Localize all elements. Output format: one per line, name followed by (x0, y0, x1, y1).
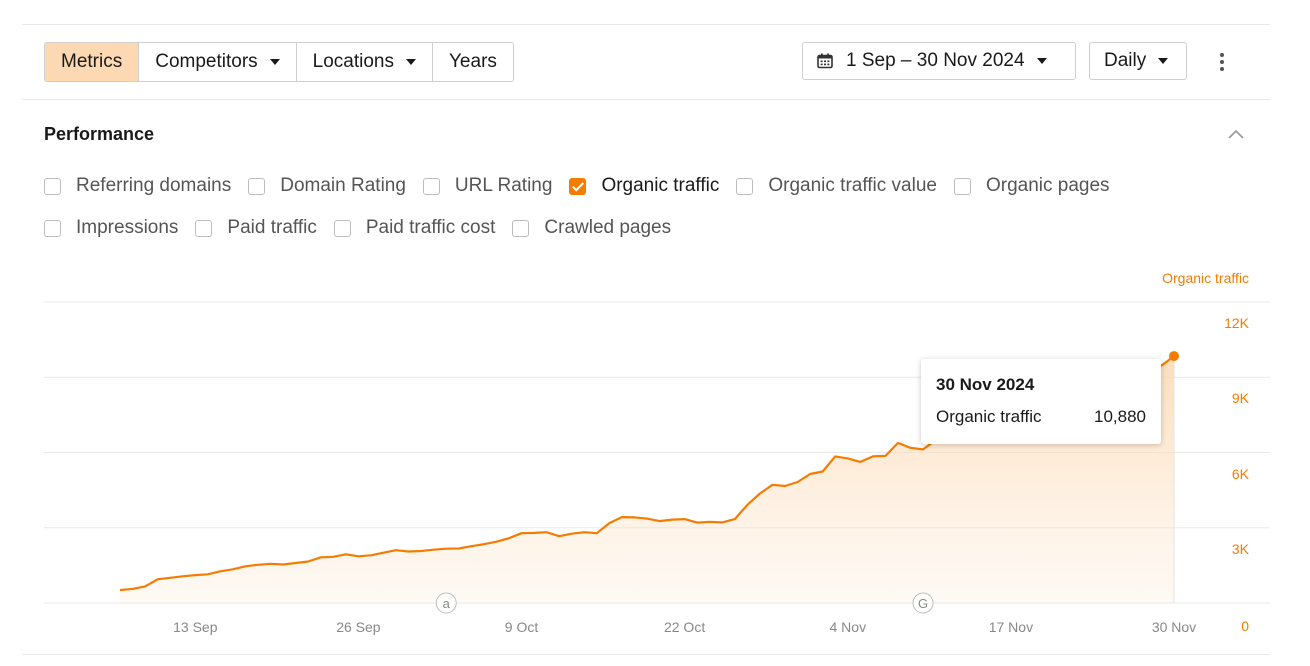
checkbox[interactable] (953, 177, 971, 195)
metric-paid-traffic[interactable]: Paid traffic (195, 217, 317, 239)
x-tick-label: 30 Nov (1152, 619, 1196, 635)
chevron-down-icon (406, 59, 416, 65)
metric-organic-traffic-value[interactable]: Organic traffic value (736, 175, 937, 197)
annotation-marker[interactable] (912, 592, 934, 614)
granularity-select[interactable]: Daily (1089, 42, 1187, 80)
checkbox[interactable] (44, 219, 61, 237)
metric-crawled-pages[interactable]: Crawled pages (512, 217, 671, 239)
hover-point (1169, 351, 1179, 362)
checkbox-checked[interactable] (569, 177, 587, 195)
x-tick-label: 9 Oct (505, 619, 539, 635)
bottom-divider (22, 654, 1270, 655)
metric-url-rating[interactable]: URL Rating (422, 175, 553, 197)
metric-paid-traffic-cost[interactable]: Paid traffic cost (333, 217, 496, 239)
metric-label: Domain Rating (280, 175, 406, 196)
date-range-picker[interactable]: 1 Sep – 30 Nov 2024 (802, 42, 1076, 80)
tab-competitors-label: Competitors (155, 51, 258, 72)
series-area (120, 356, 1174, 603)
tab-years[interactable]: Years (433, 43, 513, 81)
checkbox[interactable] (333, 219, 351, 237)
y-tick-label: 12K (1224, 315, 1250, 331)
metric-impressions[interactable]: Impressions (44, 217, 178, 239)
chevron-up-icon[interactable] (1226, 126, 1246, 142)
chart-tooltip: 30 Nov 2024 Organic traffic 10,880 (921, 359, 1161, 444)
annotation-marker[interactable] (435, 592, 457, 614)
metric-label: Crawled pages (544, 217, 672, 238)
chevron-down-icon (1036, 58, 1047, 64)
date-range-label: 1 Sep – 30 Nov 2024 (846, 50, 1025, 71)
x-tick-label: 17 Nov (989, 619, 1033, 635)
toolbar-divider (22, 99, 1270, 100)
metric-label: URL Rating (454, 175, 553, 196)
metric-label: Paid traffic cost (365, 217, 496, 238)
view-tabs: Metrics Competitors Locations Years (44, 42, 514, 82)
chevron-down-icon (1158, 58, 1169, 64)
metric-referring-domains[interactable]: Referring domains (44, 175, 231, 197)
x-tick-label: 26 Sep (336, 619, 381, 635)
y-axis-title: Organic traffic (1162, 270, 1249, 286)
x-tick-label: 22 Oct (664, 619, 705, 635)
tab-metrics-label: Metrics (61, 51, 123, 72)
checkbox[interactable] (44, 177, 61, 195)
tab-metrics[interactable]: Metrics (45, 43, 140, 81)
x-tick-label: 13 Sep (173, 619, 218, 635)
tooltip-metric: Organic traffic (936, 407, 1042, 426)
x-axis-ticks: 13 Sep 26 Sep 9 Oct 22 Oct 4 Nov 17 Nov 30 Nov (173, 619, 1196, 635)
annotation-label: G (918, 596, 928, 611)
metric-organic-pages[interactable]: Organic pages (953, 175, 1110, 197)
y-axis-ticks: 12K 9K 6K 3K 0 (1224, 315, 1250, 634)
y-tick-label: 0 (1241, 618, 1249, 634)
x-tick-label: 4 Nov (830, 619, 867, 635)
metric-organic-traffic[interactable]: Organic traffic (569, 175, 719, 197)
granularity-label: Daily (1104, 50, 1147, 71)
metric-checkboxes-row-1: Referring domains Domain Rating URL Rati… (44, 175, 1127, 197)
tab-locations-label: Locations (312, 51, 394, 72)
top-divider (22, 24, 1270, 25)
y-tick-label: 6K (1232, 466, 1250, 482)
metric-checkboxes-row-2: Impressions Paid traffic Paid traffic co… (44, 217, 688, 239)
tooltip-value: 10,880 (1094, 407, 1146, 426)
section-title: Performance (44, 124, 155, 144)
annotation-label: a (443, 596, 451, 611)
calendar-icon (817, 53, 833, 69)
metric-label: Referring domains (76, 175, 232, 196)
checkbox[interactable] (422, 177, 440, 195)
y-tick-label: 3K (1232, 541, 1250, 557)
tab-competitors[interactable]: Competitors (139, 43, 297, 81)
tooltip-date: 30 Nov 2024 (936, 375, 1035, 394)
more-options-icon[interactable] (1212, 49, 1232, 75)
checkbox[interactable] (195, 219, 213, 237)
metric-label: Organic traffic value (768, 175, 937, 196)
metric-label: Impressions (76, 217, 179, 238)
y-tick-label: 9K (1232, 390, 1250, 406)
chevron-down-icon (269, 59, 280, 65)
metric-label: Organic pages (985, 175, 1110, 196)
tab-locations[interactable]: Locations (296, 43, 433, 81)
metric-domain-rating[interactable]: Domain Rating (248, 175, 406, 197)
metric-label: Paid traffic (227, 217, 317, 238)
checkbox[interactable] (736, 177, 754, 195)
metric-label: Organic traffic (601, 175, 720, 196)
checkbox[interactable] (512, 219, 530, 237)
checkbox[interactable] (248, 177, 266, 195)
tab-years-label: Years (449, 51, 497, 72)
